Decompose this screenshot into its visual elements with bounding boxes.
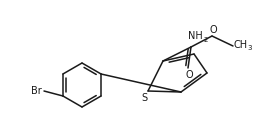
Text: S: S bbox=[141, 93, 147, 103]
Text: 2: 2 bbox=[204, 36, 208, 43]
Text: O: O bbox=[185, 70, 193, 80]
Text: CH: CH bbox=[234, 40, 248, 50]
Text: O: O bbox=[209, 25, 217, 35]
Text: NH: NH bbox=[188, 31, 202, 41]
Text: Br: Br bbox=[31, 86, 42, 96]
Text: 3: 3 bbox=[247, 44, 252, 51]
